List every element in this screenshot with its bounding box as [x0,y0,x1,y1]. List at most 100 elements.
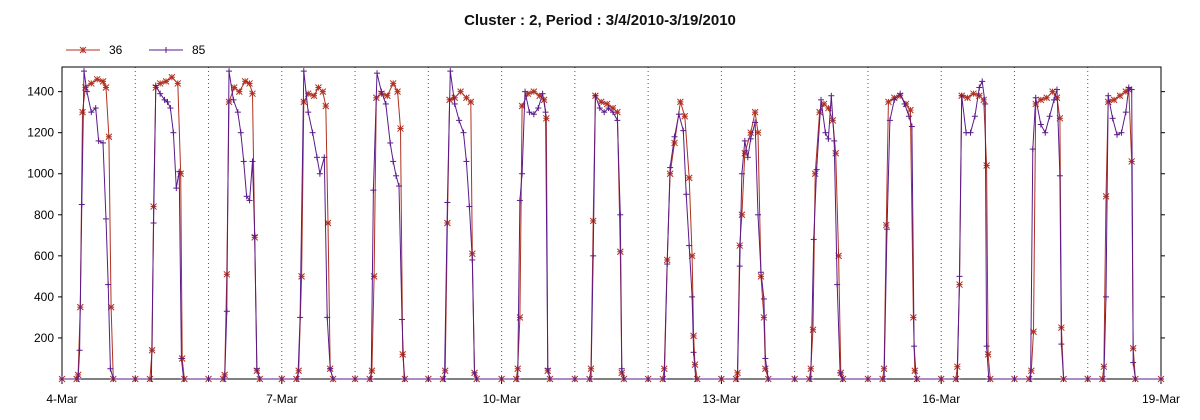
asterisk-marker [467,98,475,106]
x-tick-label: 16-Mar [922,392,960,406]
plus-marker [620,376,627,382]
plus-marker [1032,94,1039,101]
plus-marker [592,92,599,99]
plus-marker [396,183,403,190]
asterisk-marker [168,73,176,81]
plus-marker [1042,129,1049,136]
plus-marker [1037,121,1044,128]
plus-marker [535,105,542,112]
plus-marker [100,139,107,146]
asterisk-marker [811,170,819,178]
plus-marker [736,263,743,270]
plus-marker [92,105,99,112]
asterisk-marker [816,108,823,116]
plus-marker [95,137,102,144]
plus-marker [1029,146,1036,153]
asterisk-marker [542,114,550,122]
plus-marker [818,96,825,103]
plus-marker [601,109,608,116]
plus-marker [444,199,451,206]
asterisk-marker [105,133,113,141]
asterisk-marker [397,125,404,132]
asterisk-marker [162,78,170,85]
plus-marker [519,170,526,177]
asterisk-marker [1110,96,1118,104]
plus-marker [205,376,212,382]
asterisk-marker [671,139,678,147]
plus-marker [447,68,454,75]
plus-marker [102,215,109,222]
asterisk-marker [618,369,626,377]
asterisk-marker [1043,94,1051,102]
asterisk-marker [754,129,762,137]
plus-marker [891,96,898,103]
plus-marker [256,376,263,382]
asterisk-marker [885,98,892,106]
plus-marker [522,88,529,95]
plus-marker [982,100,989,107]
asterisk-marker [911,367,919,375]
plus-marker [167,105,174,112]
plus-marker [596,105,603,112]
asterisk-marker [368,367,376,375]
plus-marker [110,376,117,382]
plus-marker [908,123,915,130]
plus-marker [221,376,228,382]
plus-marker [1056,172,1063,179]
plus-marker [243,193,250,200]
plus-marker [294,376,301,382]
plus-marker [1128,86,1135,93]
series-36 [58,73,1165,383]
plus-marker [1118,129,1125,136]
plus-marker [765,376,772,382]
asterisk-marker [1037,96,1045,104]
plus-marker [738,170,745,177]
plus-marker [1046,113,1053,120]
plus-marker [514,376,521,382]
plus-marker [473,376,480,382]
plus-marker [834,281,841,288]
asterisk-marker [441,367,449,375]
asterisk-marker [685,174,693,182]
plus-marker [324,314,331,321]
plus-marker [150,220,157,226]
plus-marker [661,376,668,382]
plus-marker [881,376,888,382]
plus-marker [1122,109,1129,116]
plus-marker [971,113,978,120]
asterisk-marker [980,96,988,104]
plus-marker [374,70,381,77]
x-tick-label: 10-Mar [483,392,521,406]
asterisk-marker [907,106,914,114]
y-tick-label: 1000 [27,167,54,181]
asterisk-marker [156,80,164,87]
plus-marker [305,109,312,116]
plus-marker [240,158,247,165]
plus-marker [614,117,621,124]
plus-marker [718,376,725,382]
plus-marker [1011,376,1018,382]
asterisk-marker [399,351,407,358]
asterisk-marker [1102,192,1110,200]
plus-marker [1109,115,1116,122]
plus-marker [75,376,82,382]
plus-marker [393,172,400,179]
plus-marker [176,168,183,175]
plus-marker [690,349,697,356]
plus-marker [401,376,408,382]
plus-marker [460,129,467,136]
plus-marker [667,164,674,171]
plus-marker [1084,376,1091,382]
plus-marker [831,137,838,144]
plus-marker [675,111,682,118]
asterisk-marker [1116,92,1124,100]
plus-marker [163,47,169,53]
plus-marker [1130,359,1137,366]
plus-marker [664,261,671,268]
y-tick-label: 200 [34,331,54,345]
plus-marker [516,197,523,204]
plus-marker [234,109,241,116]
x-tick-label: 19-Mar [1142,392,1180,406]
plus-marker [807,376,814,382]
plus-marker [744,154,751,161]
